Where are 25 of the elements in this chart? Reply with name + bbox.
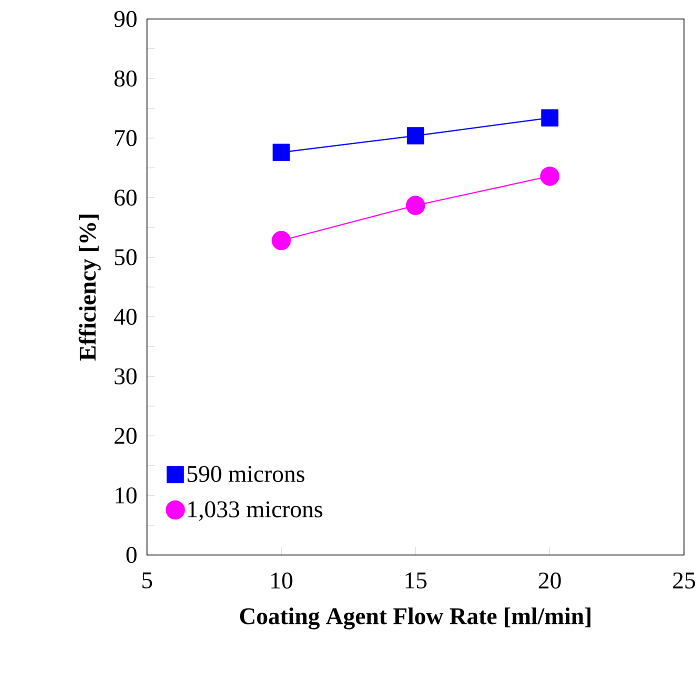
y-tick-label: 80 [114,70,137,87]
x-tick-label: 20 [538,572,561,589]
y-axis-title: Efficiency [%] [78,214,101,361]
x-tick-label: 5 [142,572,152,588]
y-tick-label: 40 [114,308,137,325]
point [272,144,290,161]
legend-label: 590 microns [188,466,304,482]
point [272,230,291,250]
point [406,196,426,215]
legend-label: 1,033 microns [188,501,322,521]
y-tick-label: 60 [114,190,137,206]
y-tick-label: 90 [114,10,137,28]
x-tick-label: 25 [673,572,696,589]
point [406,127,424,144]
point [541,109,558,126]
y-tick-label: 20 [114,428,137,444]
x-tick-label: 15 [406,572,427,589]
y-tick-label: 30 [114,368,137,384]
y-tick-label: 10 [116,487,137,504]
x-tick-label: 10 [271,572,292,589]
y-tick-label: 70 [115,130,137,146]
x-axis-title: Coating Agent Flow Rate [ml/min] [240,607,590,630]
point [540,166,560,186]
y-tick-label: 50 [114,249,137,266]
y-tick-label: 0 [126,546,137,564]
